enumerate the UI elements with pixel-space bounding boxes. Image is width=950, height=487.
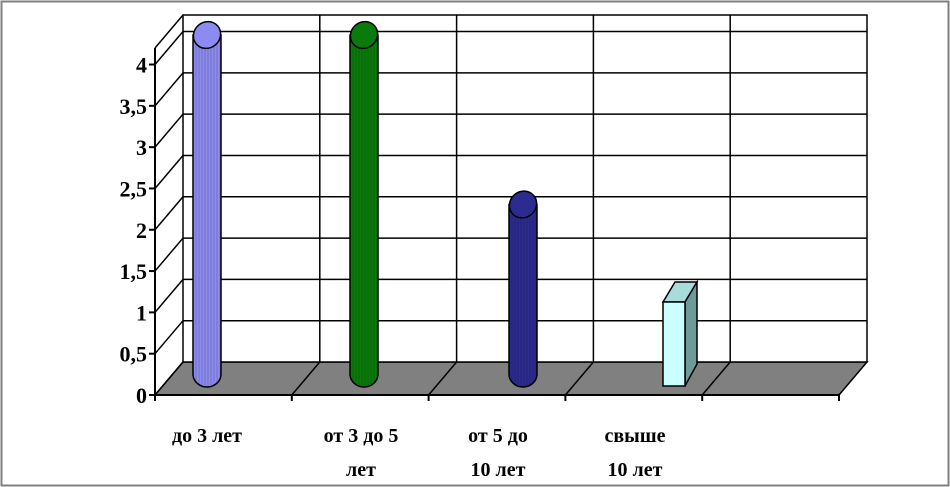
y-tick-label: 3	[136, 135, 147, 160]
bar	[192, 20, 222, 388]
y-tick-label: 1	[136, 300, 147, 325]
side-gridline	[154, 72, 184, 107]
y-tick-label: 4	[136, 53, 147, 78]
side-wall-top	[154, 14, 184, 49]
bar	[349, 20, 379, 388]
side-gridline	[154, 196, 184, 231]
y-tick-label: 1,5	[120, 259, 148, 284]
y-tick-label: 2,5	[120, 176, 148, 201]
y-tick-label: 3,5	[120, 94, 148, 119]
bar	[508, 190, 538, 388]
side-gridline	[154, 113, 184, 148]
bar-top	[508, 190, 538, 219]
floor-divider	[428, 361, 458, 396]
x-category-label: от 5 до	[468, 425, 528, 447]
side-gridline	[154, 237, 184, 272]
side-gridline	[154, 31, 184, 66]
y-tick-label: 0,5	[120, 342, 148, 367]
floor-divider	[701, 361, 731, 396]
side-gridline	[154, 154, 184, 189]
x-category-label: лет	[346, 459, 376, 481]
bar-top	[349, 20, 379, 50]
x-category-label: до 3 лет	[172, 425, 242, 447]
bar-body	[349, 34, 379, 388]
x-category-label: 10 лет	[608, 459, 663, 481]
side-gridline	[154, 278, 184, 313]
side-gridline	[154, 320, 184, 355]
y-tick-label: 2	[136, 218, 147, 243]
bar-top	[192, 20, 222, 50]
floor-divider	[291, 361, 321, 396]
x-category-label: 10 лет	[471, 459, 526, 481]
bar-body	[662, 301, 686, 387]
bar	[661, 279, 699, 387]
x-category-label: от 3 до 5	[324, 425, 399, 447]
side-gridline	[154, 361, 184, 396]
x-category-label: свыше	[604, 425, 665, 447]
bar-body	[192, 34, 222, 388]
y-tick-label: 0	[136, 383, 147, 408]
floor-divider	[564, 361, 594, 396]
bar-body	[508, 203, 538, 388]
